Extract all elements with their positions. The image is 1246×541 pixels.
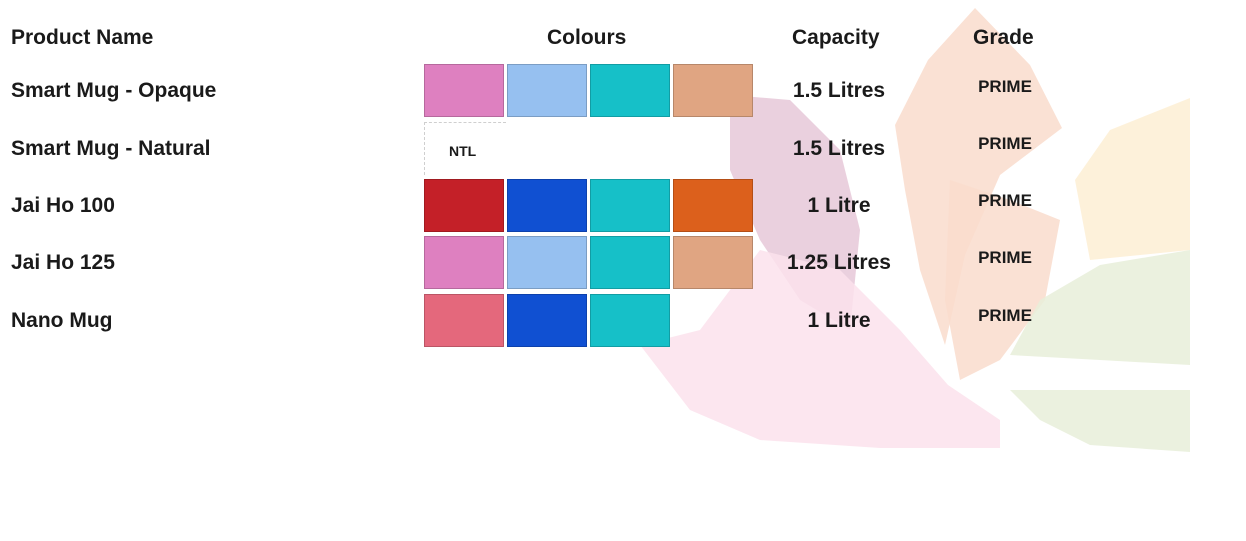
petal-right-green bbox=[1010, 250, 1190, 365]
petal-bottom-green bbox=[1010, 390, 1190, 452]
colour-swatch bbox=[590, 236, 670, 289]
colour-swatch bbox=[590, 179, 670, 232]
capacity-value: 1 Litre bbox=[807, 194, 871, 217]
product-name: Jai Ho 100 bbox=[11, 194, 115, 217]
petal-right-yellow bbox=[1075, 98, 1190, 260]
colour-swatch bbox=[590, 64, 670, 117]
capacity-value: 1 Litre bbox=[807, 309, 871, 332]
colour-swatch bbox=[673, 179, 753, 232]
petal-center-peach bbox=[945, 180, 1060, 380]
colour-swatch bbox=[673, 64, 753, 117]
colour-swatch bbox=[507, 294, 587, 347]
grade-value: PRIME bbox=[978, 134, 1032, 153]
colour-swatch bbox=[590, 294, 670, 347]
header-product-name: Product Name bbox=[11, 26, 154, 49]
product-name: Nano Mug bbox=[11, 309, 113, 332]
colour-swatch bbox=[424, 64, 504, 117]
product-name: Smart Mug - Natural bbox=[11, 137, 211, 160]
capacity-value: 1.25 Litres bbox=[787, 251, 891, 274]
colour-swatch bbox=[507, 179, 587, 232]
petal-top-peach bbox=[895, 8, 1062, 345]
colour-swatch bbox=[424, 294, 504, 347]
colour-swatch bbox=[507, 64, 587, 117]
colour-swatch bbox=[424, 179, 504, 232]
petal-bottom-pink bbox=[640, 250, 1000, 448]
colour-label-natural: NTL bbox=[424, 122, 506, 175]
capacity-value: 1.5 Litres bbox=[792, 79, 886, 102]
colour-swatch bbox=[673, 236, 753, 289]
grade-value: PRIME bbox=[978, 248, 1032, 267]
colour-swatch bbox=[424, 236, 504, 289]
product-name: Smart Mug - Opaque bbox=[11, 79, 217, 102]
grade-value: PRIME bbox=[978, 306, 1032, 325]
grade-value: PRIME bbox=[978, 77, 1032, 96]
header-grade: Grade bbox=[973, 26, 1034, 49]
capacity-value: 1.5 Litres bbox=[792, 137, 886, 160]
header-capacity: Capacity bbox=[792, 26, 880, 49]
colour-swatch bbox=[507, 236, 587, 289]
header-colours: Colours bbox=[547, 26, 627, 49]
product-name: Jai Ho 125 bbox=[11, 251, 115, 274]
grade-value: PRIME bbox=[978, 191, 1032, 210]
